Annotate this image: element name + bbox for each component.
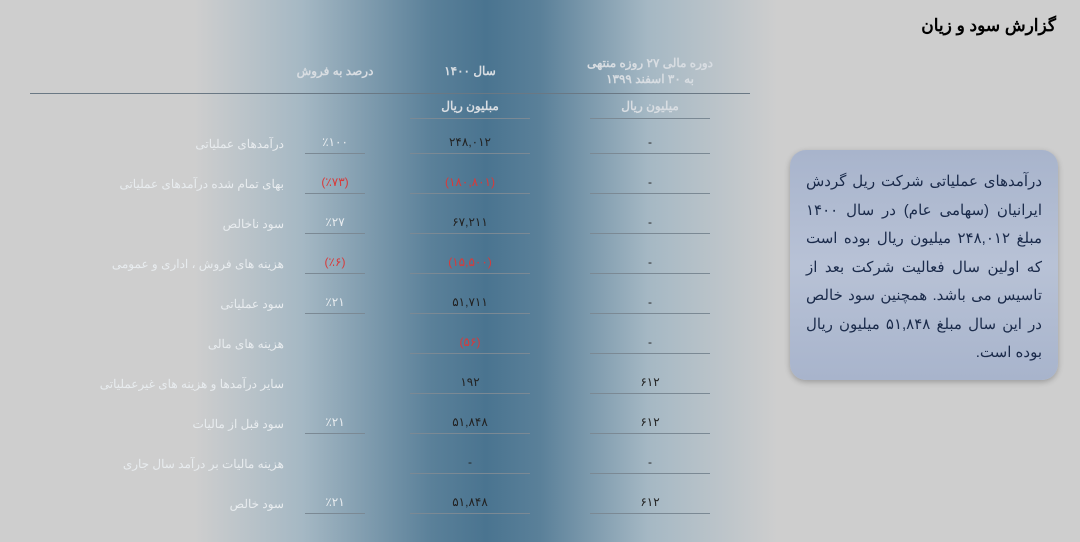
row-label: بهای تمام شده درآمدهای عملیاتی [30, 177, 290, 191]
header-pct: درصد به فروش [290, 64, 380, 80]
table-row: سود عملیاتی٪۲۱۵۱,۷۱۱- [30, 284, 750, 324]
row-label: سود ناخالص [30, 217, 290, 231]
table-row: هزینه های فروش ، اداری و عمومی(٪۶)(۱۵,۵۰… [30, 244, 750, 284]
table-row: درآمدهای عملیاتی٪۱۰۰۲۴۸,۰۱۲- [30, 124, 750, 164]
row-pct: (٪۷۳) [290, 175, 380, 194]
row-label: سود قبل از مالیات [30, 417, 290, 431]
table-row: هزینه مالیات بر درآمد سال جاری -- [30, 444, 750, 484]
header-year-1400: سال ۱۴۰۰ [380, 64, 560, 80]
row-pct: ٪۱۰۰ [290, 135, 380, 154]
summary-info-box: درآمدهای عملیاتی شرکت ریل گردش ایرانیان … [790, 150, 1058, 380]
row-year-1400: (۱۸۰,۸۰۱) [380, 175, 560, 194]
unit-y2: میلیون ریال [590, 99, 710, 120]
row-pct: (٪۶) [290, 255, 380, 274]
table-header-row: درصد به فروش سال ۱۴۰۰ دوره مالی ۲۷ روزه … [30, 56, 750, 94]
table-unit-row: مبلیون ریال میلیون ریال [30, 94, 750, 124]
row-label: هزینه های مالی [30, 337, 290, 351]
unit-y1: مبلیون ریال [410, 99, 530, 120]
row-year-1400: ۶۷,۲۱۱ [380, 215, 560, 234]
row-year-1399: ۶۱۲ [560, 375, 740, 394]
row-pct: ٪۲۷ [290, 215, 380, 234]
row-pct: ٪۲۱ [290, 415, 380, 434]
row-year-1400: (۵۶) [380, 335, 560, 354]
row-label: سایر درآمدها و هزینه های غیرعملیاتی [30, 377, 290, 391]
header-year-1399: دوره مالی ۲۷ روزه منتهی به ۳۰ اسفند ۱۳۹۹ [560, 56, 740, 87]
pl-table: درصد به فروش سال ۱۴۰۰ دوره مالی ۲۷ روزه … [30, 56, 750, 524]
table-row: هزینه های مالی (۵۶)- [30, 324, 750, 364]
row-year-1400: ۲۴۸,۰۱۲ [380, 135, 560, 154]
row-year-1400: (۱۵,۵۰۰) [380, 255, 560, 274]
row-year-1400: ۵۱,۷۱۱ [380, 295, 560, 314]
row-year-1400: ۵۱,۸۴۸ [380, 415, 560, 434]
row-year-1399: - [560, 335, 740, 354]
row-year-1400: ۱۹۲ [380, 375, 560, 394]
row-pct: ٪۲۱ [290, 295, 380, 314]
row-pct: ٪۲۱ [290, 495, 380, 514]
row-year-1400: ۵۱,۸۴۸ [380, 495, 560, 514]
row-year-1399: - [560, 295, 740, 314]
page-title: گزارش سود و زیان [921, 16, 1056, 36]
table-row: سایر درآمدها و هزینه های غیرعملیاتی ۱۹۲۶۱… [30, 364, 750, 404]
row-label: سود خالص [30, 497, 290, 511]
row-year-1399: - [560, 215, 740, 234]
row-label: هزینه مالیات بر درآمد سال جاری [30, 457, 290, 471]
row-label: هزینه های فروش ، اداری و عمومی [30, 257, 290, 271]
row-year-1399: ۶۱۲ [560, 495, 740, 514]
row-label: سود عملیاتی [30, 297, 290, 311]
table-row: بهای تمام شده درآمدهای عملیاتی(٪۷۳)(۱۸۰,… [30, 164, 750, 204]
header-y2-line2: به ۳۰ اسفند ۱۳۹۹ [606, 72, 694, 86]
row-year-1399: - [560, 135, 740, 154]
row-year-1399: - [560, 455, 740, 474]
table-row: سود ناخالص٪۲۷۶۷,۲۱۱- [30, 204, 750, 244]
row-year-1399: ۶۱۲ [560, 415, 740, 434]
row-year-1399: - [560, 255, 740, 274]
table-body: درآمدهای عملیاتی٪۱۰۰۲۴۸,۰۱۲-بهای تمام شد… [30, 124, 750, 524]
row-label: درآمدهای عملیاتی [30, 137, 290, 151]
row-year-1400: - [380, 455, 560, 474]
table-row: سود قبل از مالیات٪۲۱۵۱,۸۴۸۶۱۲ [30, 404, 750, 444]
header-y2-line1: دوره مالی ۲۷ روزه منتهی [587, 56, 713, 70]
row-year-1399: - [560, 175, 740, 194]
table-row: سود خالص٪۲۱۵۱,۸۴۸۶۱۲ [30, 484, 750, 524]
